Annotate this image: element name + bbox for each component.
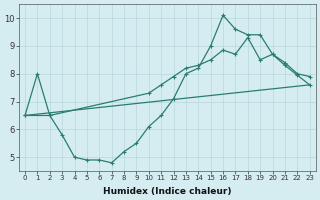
- X-axis label: Humidex (Indice chaleur): Humidex (Indice chaleur): [103, 187, 232, 196]
